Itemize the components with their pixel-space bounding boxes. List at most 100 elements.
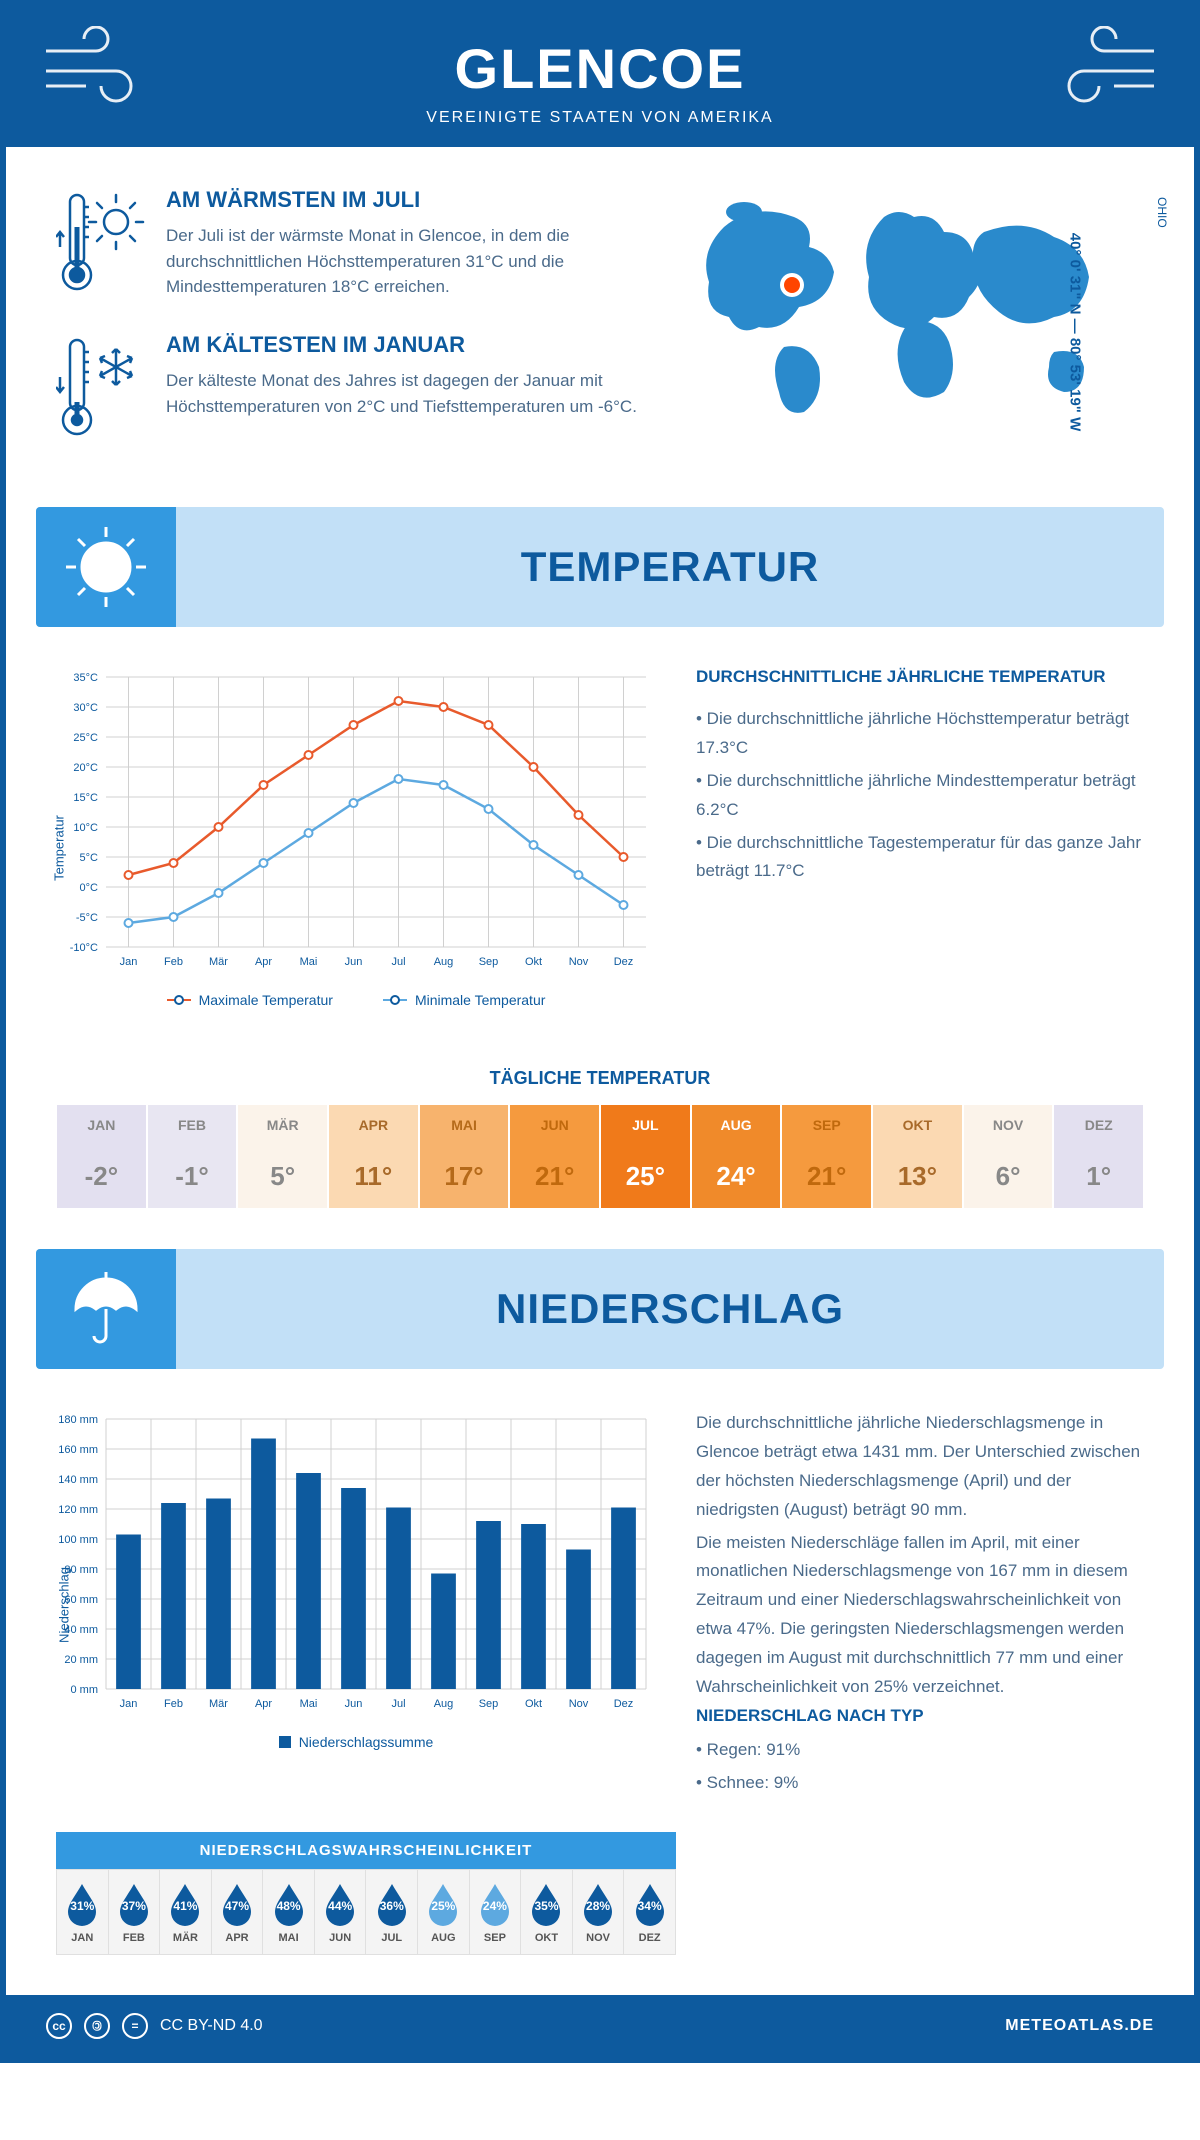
- coordinates: 40° 0' 31" N — 80° 53' 19" W: [1066, 233, 1083, 431]
- month-cell: APR11°: [328, 1104, 419, 1209]
- prob-cell: 31%JAN: [57, 1870, 109, 1954]
- svg-text:Jul: Jul: [391, 956, 405, 968]
- svg-text:Mär: Mär: [209, 1698, 228, 1710]
- precip-chart-ylabel: Niederschlag: [56, 1567, 71, 1643]
- svg-text:30°C: 30°C: [73, 702, 98, 714]
- svg-text:0 mm: 0 mm: [71, 1684, 99, 1696]
- precip-prob-title: NIEDERSCHLAGSWAHRSCHEINLICHKEIT: [56, 1832, 676, 1869]
- sun-icon: [36, 507, 176, 627]
- svg-text:Okt: Okt: [525, 1698, 542, 1710]
- svg-text:Dez: Dez: [614, 956, 634, 968]
- prob-cell: 34%DEZ: [624, 1870, 675, 1954]
- svg-text:-5°C: -5°C: [76, 912, 98, 924]
- svg-text:Apr: Apr: [255, 1698, 272, 1710]
- prob-cell: 44%JUN: [315, 1870, 367, 1954]
- footer-bar: cc 🄯 = CC BY-ND 4.0 METEOATLAS.DE: [6, 1995, 1194, 2057]
- coldest-block: AM KÄLTESTEN IM JANUAR Der kälteste Mona…: [56, 332, 644, 447]
- temp-chart-ylabel: Temperatur: [51, 815, 66, 881]
- coldest-title: AM KÄLTESTEN IM JANUAR: [166, 332, 644, 358]
- legend-max-temp: .legend-swatch::after{border-color:inher…: [167, 992, 333, 1008]
- svg-text:Dez: Dez: [614, 1698, 634, 1710]
- svg-text:25°C: 25°C: [73, 732, 98, 744]
- legend-min-temp: Minimale Temperatur: [383, 992, 545, 1008]
- month-cell: OKT13°: [872, 1104, 963, 1209]
- umbrella-icon: [36, 1249, 176, 1369]
- svg-text:Jan: Jan: [120, 956, 138, 968]
- svg-text:Aug: Aug: [434, 956, 454, 968]
- month-cell: JUN21°: [509, 1104, 600, 1209]
- month-cell: JAN-2°: [56, 1104, 147, 1209]
- nd-icon: =: [122, 2013, 148, 2039]
- svg-text:Feb: Feb: [164, 1698, 183, 1710]
- precip-section-title: NIEDERSCHLAG: [176, 1285, 1164, 1333]
- prob-cell: 36%JUL: [366, 1870, 418, 1954]
- world-map: OHIO 40° 0' 31" N — 80° 53' 19" W: [684, 187, 1144, 477]
- svg-text:Jun: Jun: [345, 956, 363, 968]
- coldest-text: Der kälteste Monat des Jahres ist dagege…: [166, 368, 644, 419]
- svg-text:Aug: Aug: [434, 1698, 454, 1710]
- prob-cell: 48%MAI: [263, 1870, 315, 1954]
- warmest-title: AM WÄRMSTEN IM JULI: [166, 187, 644, 213]
- svg-text:5°C: 5°C: [80, 852, 99, 864]
- thermometer-snow-icon: [56, 332, 146, 447]
- month-cell: JUL25°: [600, 1104, 691, 1209]
- svg-text:Mai: Mai: [300, 1698, 318, 1710]
- thermometer-sun-icon: [56, 187, 146, 302]
- svg-text:Sep: Sep: [479, 1698, 499, 1710]
- svg-text:Feb: Feb: [164, 956, 183, 968]
- warmest-text: Der Juli ist der wärmste Monat in Glenco…: [166, 223, 644, 300]
- svg-text:35°C: 35°C: [73, 672, 98, 684]
- svg-text:Nov: Nov: [569, 1698, 589, 1710]
- month-cell: MAI17°: [419, 1104, 510, 1209]
- legend-precip-sum: Niederschlagssumme: [279, 1734, 434, 1750]
- svg-text:Nov: Nov: [569, 956, 589, 968]
- header-bar: GLENCOE VEREINIGTE STAATEN VON AMERIKA: [6, 6, 1194, 147]
- precip-summary-text: Die durchschnittliche jährliche Niedersc…: [696, 1409, 1144, 1802]
- temp-summary-text: DURCHSCHNITTLICHE JÄHRLICHE TEMPERATUR •…: [696, 667, 1144, 1028]
- warmest-block: AM WÄRMSTEN IM JULI Der Juli ist der wär…: [56, 187, 644, 302]
- prob-cell: 41%MÄR: [160, 1870, 212, 1954]
- map-marker: [784, 277, 800, 293]
- prob-cell: 37%FEB: [109, 1870, 161, 1954]
- month-cell: SEP21°: [781, 1104, 872, 1209]
- page-frame: GLENCOE VEREINIGTE STAATEN VON AMERIKA A…: [0, 0, 1200, 2063]
- svg-text:Jan: Jan: [120, 1698, 138, 1710]
- svg-text:Sep: Sep: [479, 956, 499, 968]
- daily-temp-title: TÄGLICHE TEMPERATUR: [6, 1068, 1194, 1089]
- svg-text:100 mm: 100 mm: [58, 1534, 98, 1546]
- daily-temp-grid: JAN-2°FEB-1°MÄR5°APR11°MAI17°JUN21°JUL25…: [56, 1104, 1144, 1209]
- prob-cell: 25%AUG: [418, 1870, 470, 1954]
- svg-text:20 mm: 20 mm: [64, 1654, 98, 1666]
- month-cell: DEZ1°: [1053, 1104, 1144, 1209]
- svg-text:180 mm: 180 mm: [58, 1414, 98, 1426]
- prob-cell: 35%OKT: [521, 1870, 573, 1954]
- svg-text:Okt: Okt: [525, 956, 542, 968]
- top-panel: AM WÄRMSTEN IM JULI Der Juli ist der wär…: [6, 147, 1194, 507]
- page-title: GLENCOE: [6, 36, 1194, 101]
- svg-text:10°C: 10°C: [73, 822, 98, 834]
- temp-section-title: TEMPERATUR: [176, 543, 1164, 591]
- prob-cell: 47%APR: [212, 1870, 264, 1954]
- wind-icon: [1044, 26, 1164, 111]
- svg-text:15°C: 15°C: [73, 792, 98, 804]
- svg-text:Jul: Jul: [391, 1698, 405, 1710]
- by-icon: 🄯: [84, 2013, 110, 2039]
- temp-section-header: TEMPERATUR: [36, 507, 1164, 627]
- svg-text:Mai: Mai: [300, 956, 318, 968]
- svg-text:Apr: Apr: [255, 956, 272, 968]
- svg-text:Mär: Mär: [209, 956, 228, 968]
- month-cell: MÄR5°: [237, 1104, 328, 1209]
- prob-cell: 28%NOV: [573, 1870, 625, 1954]
- svg-text:20°C: 20°C: [73, 762, 98, 774]
- month-cell: FEB-1°: [147, 1104, 238, 1209]
- region-label: OHIO: [1155, 197, 1169, 228]
- temp-line-chart: Temperatur -10°C-5°C0°C5°C10°C15°C20°C25…: [56, 667, 656, 1028]
- svg-text:140 mm: 140 mm: [58, 1474, 98, 1486]
- page-subtitle: VEREINIGTE STAATEN VON AMERIKA: [6, 109, 1194, 127]
- cc-icon: cc: [46, 2013, 72, 2039]
- precip-section-header: NIEDERSCHLAG: [36, 1249, 1164, 1369]
- month-cell: NOV6°: [963, 1104, 1054, 1209]
- prob-cell: 24%SEP: [470, 1870, 522, 1954]
- svg-text:-10°C: -10°C: [70, 942, 98, 954]
- svg-text:Jun: Jun: [345, 1698, 363, 1710]
